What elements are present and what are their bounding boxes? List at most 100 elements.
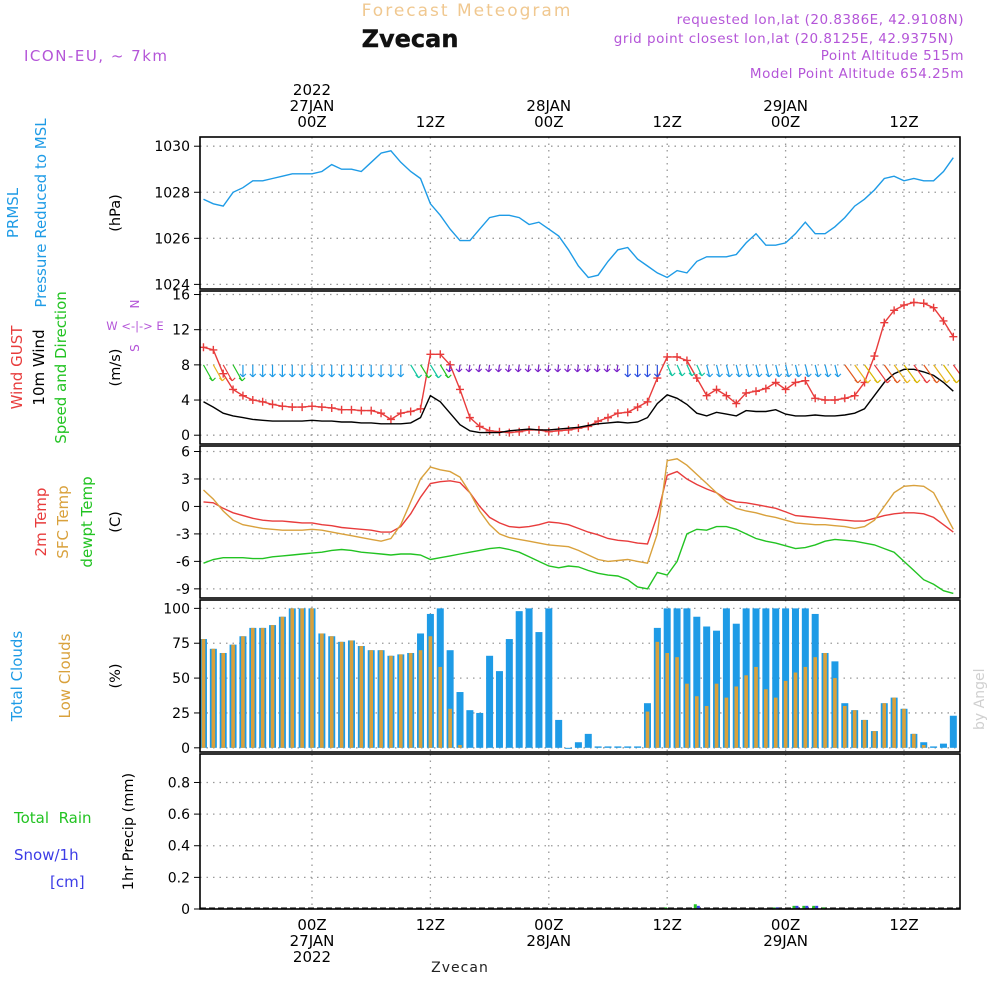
wind-arrow — [903, 364, 921, 384]
gust-marker — [949, 332, 958, 341]
snow-bar — [815, 905, 819, 909]
wind-arrow — [834, 364, 842, 378]
total-cloud-bar — [535, 632, 543, 748]
low-cloud-bar — [349, 640, 354, 748]
wind-arrow — [785, 364, 793, 378]
gust-marker — [840, 394, 849, 403]
side-label: dewpt Temp — [78, 476, 96, 567]
total-cloud-bar — [505, 639, 513, 748]
wind-arrow — [397, 364, 405, 378]
side-label: 2m Temp — [32, 488, 50, 557]
snow-bar — [795, 905, 799, 909]
wind-arrow — [952, 364, 960, 376]
wind-arrow — [298, 364, 306, 378]
bottom-time-label: 00Z — [297, 916, 326, 934]
gust-marker — [505, 428, 514, 437]
panel-pressure: 1024 1026 1028 1030 (hPa) PRMSL Pressure Reduc… — [4, 118, 961, 308]
y-tick-label: 1026 — [154, 231, 190, 247]
side-label: [cm] — [50, 873, 85, 891]
low-cloud-bar — [724, 697, 729, 748]
wind-arrow — [429, 364, 442, 379]
gust-marker — [613, 409, 622, 418]
low-cloud-bar — [231, 644, 235, 748]
total-cloud-bar — [634, 746, 642, 748]
y-tick-label: 8 — [181, 358, 190, 374]
wind-arrow — [666, 364, 676, 377]
top-time-label: 2022 — [293, 81, 331, 99]
wind-arrow — [420, 364, 432, 379]
y-tick-label: 0 — [181, 902, 190, 918]
panel-temperature: -9 -6 -3 0 3 6 (C) 2m Temp SFC Temp dewpt Temp — [32, 444, 961, 599]
wind-arrow — [735, 364, 743, 378]
low-cloud-bar — [675, 657, 679, 748]
wind-arrow — [249, 364, 257, 378]
wind-arrow — [348, 364, 355, 378]
gust-marker — [475, 422, 484, 431]
wind-arrow — [465, 364, 473, 373]
gust-marker — [781, 385, 790, 394]
series-line — [203, 525, 954, 595]
low-cloud-bar — [329, 636, 334, 748]
chart-title: Forecast Meteogram — [362, 1, 573, 21]
bottom-time-label: 00Z — [534, 916, 563, 934]
wind-arrow — [755, 364, 763, 378]
total-cloud-bar — [456, 692, 464, 748]
gust-marker — [396, 409, 405, 418]
wind-arrow — [873, 364, 891, 384]
plot-area — [203, 150, 954, 279]
top-time-label: 12Z — [653, 113, 682, 131]
y-tick-label: 25 — [172, 706, 190, 722]
panel-frame — [199, 136, 961, 290]
gust-marker — [633, 403, 642, 412]
gust-marker — [722, 391, 731, 400]
low-cloud-bar — [379, 650, 383, 748]
y-tick-label: 6 — [181, 444, 190, 460]
wind-arrow — [624, 364, 632, 378]
total-cloud-bar — [466, 710, 474, 748]
gust-marker — [643, 397, 652, 406]
bottom-time-label: 12Z — [889, 916, 918, 934]
gust-marker — [761, 384, 770, 393]
wind-arrow — [725, 364, 733, 378]
gust-marker — [702, 391, 711, 400]
gust-marker — [278, 402, 287, 411]
panel-frame — [199, 753, 961, 910]
gust-marker — [544, 427, 553, 436]
wind-arrow — [445, 364, 453, 373]
wind-arrow — [794, 364, 802, 378]
wind-arrow — [308, 364, 316, 378]
low-cloud-bar — [260, 627, 265, 748]
low-cloud-bar — [734, 686, 739, 748]
y-axis-label: (hPa) — [108, 194, 124, 231]
low-cloud-bar — [645, 711, 650, 748]
total-cloud-bar — [703, 626, 711, 748]
bottom-time-label: 28JAN — [526, 932, 571, 950]
y-tick-label: 0.2 — [168, 870, 190, 886]
gust-marker — [742, 389, 751, 397]
wind-arrow — [338, 364, 346, 378]
gust-marker — [406, 407, 415, 416]
top-time-label: 27JAN — [290, 97, 335, 115]
wind-arrow — [318, 364, 326, 378]
total-cloud-bar — [614, 746, 622, 748]
gust-marker — [673, 352, 682, 361]
wind-arrow — [913, 364, 931, 384]
low-cloud-bar — [251, 627, 255, 748]
low-cloud-bar — [921, 745, 926, 748]
side-label: PRMSL — [4, 187, 22, 238]
panel-frame — [199, 290, 961, 445]
gust-marker — [939, 316, 948, 325]
y-tick-label: 3 — [181, 472, 190, 488]
gust-marker — [732, 399, 741, 408]
wind-arrow — [278, 364, 286, 378]
wind-arrow — [524, 364, 532, 373]
total-cloud-bar — [486, 655, 494, 748]
plot-area — [200, 298, 960, 437]
gust-marker — [909, 298, 918, 307]
low-cloud-bar — [655, 641, 660, 748]
snow-bar — [696, 905, 700, 909]
gust-marker — [712, 385, 721, 394]
wind-arrow — [554, 364, 562, 373]
wind-arrow — [212, 364, 226, 382]
total-cloud-bar — [515, 611, 523, 748]
